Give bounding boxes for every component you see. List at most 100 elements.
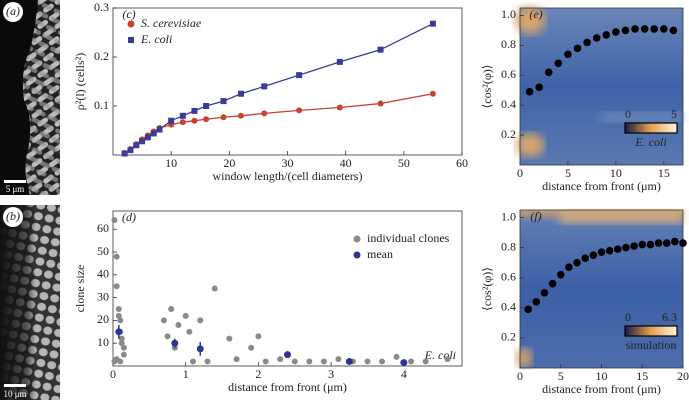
marker — [296, 107, 303, 114]
colorbar-tick-label: 6.3 — [662, 310, 677, 324]
marker — [115, 312, 122, 319]
marker — [573, 44, 582, 53]
marker — [191, 117, 198, 124]
legend-marker — [353, 251, 361, 259]
marker — [379, 358, 386, 365]
x-tick-label: 20 — [677, 369, 689, 383]
marker — [156, 126, 163, 133]
micrograph-a — [0, 0, 60, 195]
plot-frame — [519, 7, 684, 166]
marker — [565, 263, 573, 271]
panel-label: (d) — [122, 210, 136, 224]
annotation: E. coli — [424, 348, 456, 362]
marker — [296, 72, 303, 79]
marker — [291, 358, 298, 365]
y-tick-label: 50 — [97, 244, 109, 258]
marker — [237, 112, 244, 119]
marker — [631, 25, 639, 33]
panel-label: (e) — [529, 7, 542, 21]
marker — [233, 356, 240, 363]
marker — [120, 351, 127, 358]
marker — [336, 104, 343, 111]
marker — [671, 237, 679, 246]
marker — [261, 110, 268, 117]
panel-label: (b) — [6, 209, 20, 223]
y-tick-label: 0.2 — [501, 127, 516, 141]
marker — [203, 103, 210, 109]
marker — [160, 317, 167, 324]
x-tick-label: 10 — [165, 156, 177, 170]
y-tick-label: 60 — [97, 221, 109, 235]
panel-label-badge — [3, 2, 23, 22]
marker — [408, 358, 415, 365]
marker — [589, 251, 598, 259]
marker — [277, 356, 284, 363]
marker — [150, 130, 157, 137]
legend-marker — [128, 37, 134, 43]
x-tick-label: 15 — [636, 369, 648, 383]
marker — [111, 217, 118, 224]
panel-label: (a) — [6, 4, 20, 18]
x-tick-label: 3 — [328, 367, 334, 381]
legend-label: E. coli — [140, 32, 172, 46]
colorbar-label: E. coli — [634, 135, 666, 149]
y-tick-label: 1.0 — [501, 7, 516, 21]
marker — [650, 25, 659, 33]
marker — [220, 114, 227, 121]
marker — [597, 248, 606, 256]
marker — [345, 357, 353, 365]
marker — [168, 117, 175, 124]
legend-marker — [127, 20, 135, 28]
marker — [115, 328, 123, 336]
marker — [203, 116, 210, 123]
marker — [679, 239, 687, 247]
x-axis-label: distance from front (μm) — [542, 179, 661, 193]
marker — [422, 358, 429, 365]
marker — [186, 328, 193, 335]
x-axis-label: distance from front (μm) — [542, 382, 661, 396]
marker — [605, 246, 614, 255]
marker — [602, 31, 611, 39]
x-tick-label: 50 — [398, 156, 410, 170]
marker — [171, 339, 179, 347]
x-tick-label: 60 — [456, 156, 468, 170]
colorbar-tick-label: 0 — [625, 107, 631, 121]
marker — [120, 344, 127, 351]
marker — [660, 25, 668, 33]
legend-label: mean — [367, 247, 393, 261]
marker — [573, 258, 581, 267]
marker — [255, 333, 262, 340]
marker — [248, 344, 255, 351]
marker — [284, 351, 291, 359]
marker — [261, 83, 268, 90]
y-tick-label: 20 — [97, 312, 109, 326]
x-tick-label: 5 — [565, 166, 571, 180]
x-axis-label: window length/(cell diameters) — [213, 169, 363, 183]
colorbar — [624, 325, 678, 337]
marker — [111, 358, 118, 365]
marker — [364, 358, 371, 365]
y-tick-label: 30 — [97, 289, 109, 303]
marker — [377, 46, 384, 53]
marker — [237, 90, 244, 97]
marker — [524, 305, 532, 314]
marker — [144, 134, 151, 141]
marker — [564, 50, 572, 59]
marker — [532, 297, 541, 306]
marker — [662, 239, 671, 247]
marker — [115, 306, 122, 313]
y-tick-label: 10 — [97, 335, 109, 349]
marker — [554, 59, 563, 68]
x-tick-label: 5 — [558, 369, 564, 383]
marker — [622, 243, 630, 252]
scale-bar-label: 10 μm — [3, 389, 26, 399]
marker — [189, 358, 196, 365]
x-tick-label: 1 — [183, 367, 189, 381]
marker — [638, 240, 647, 249]
marker — [121, 150, 128, 157]
marker — [400, 359, 408, 367]
marker — [118, 335, 125, 342]
panel-label-badge — [3, 207, 23, 227]
